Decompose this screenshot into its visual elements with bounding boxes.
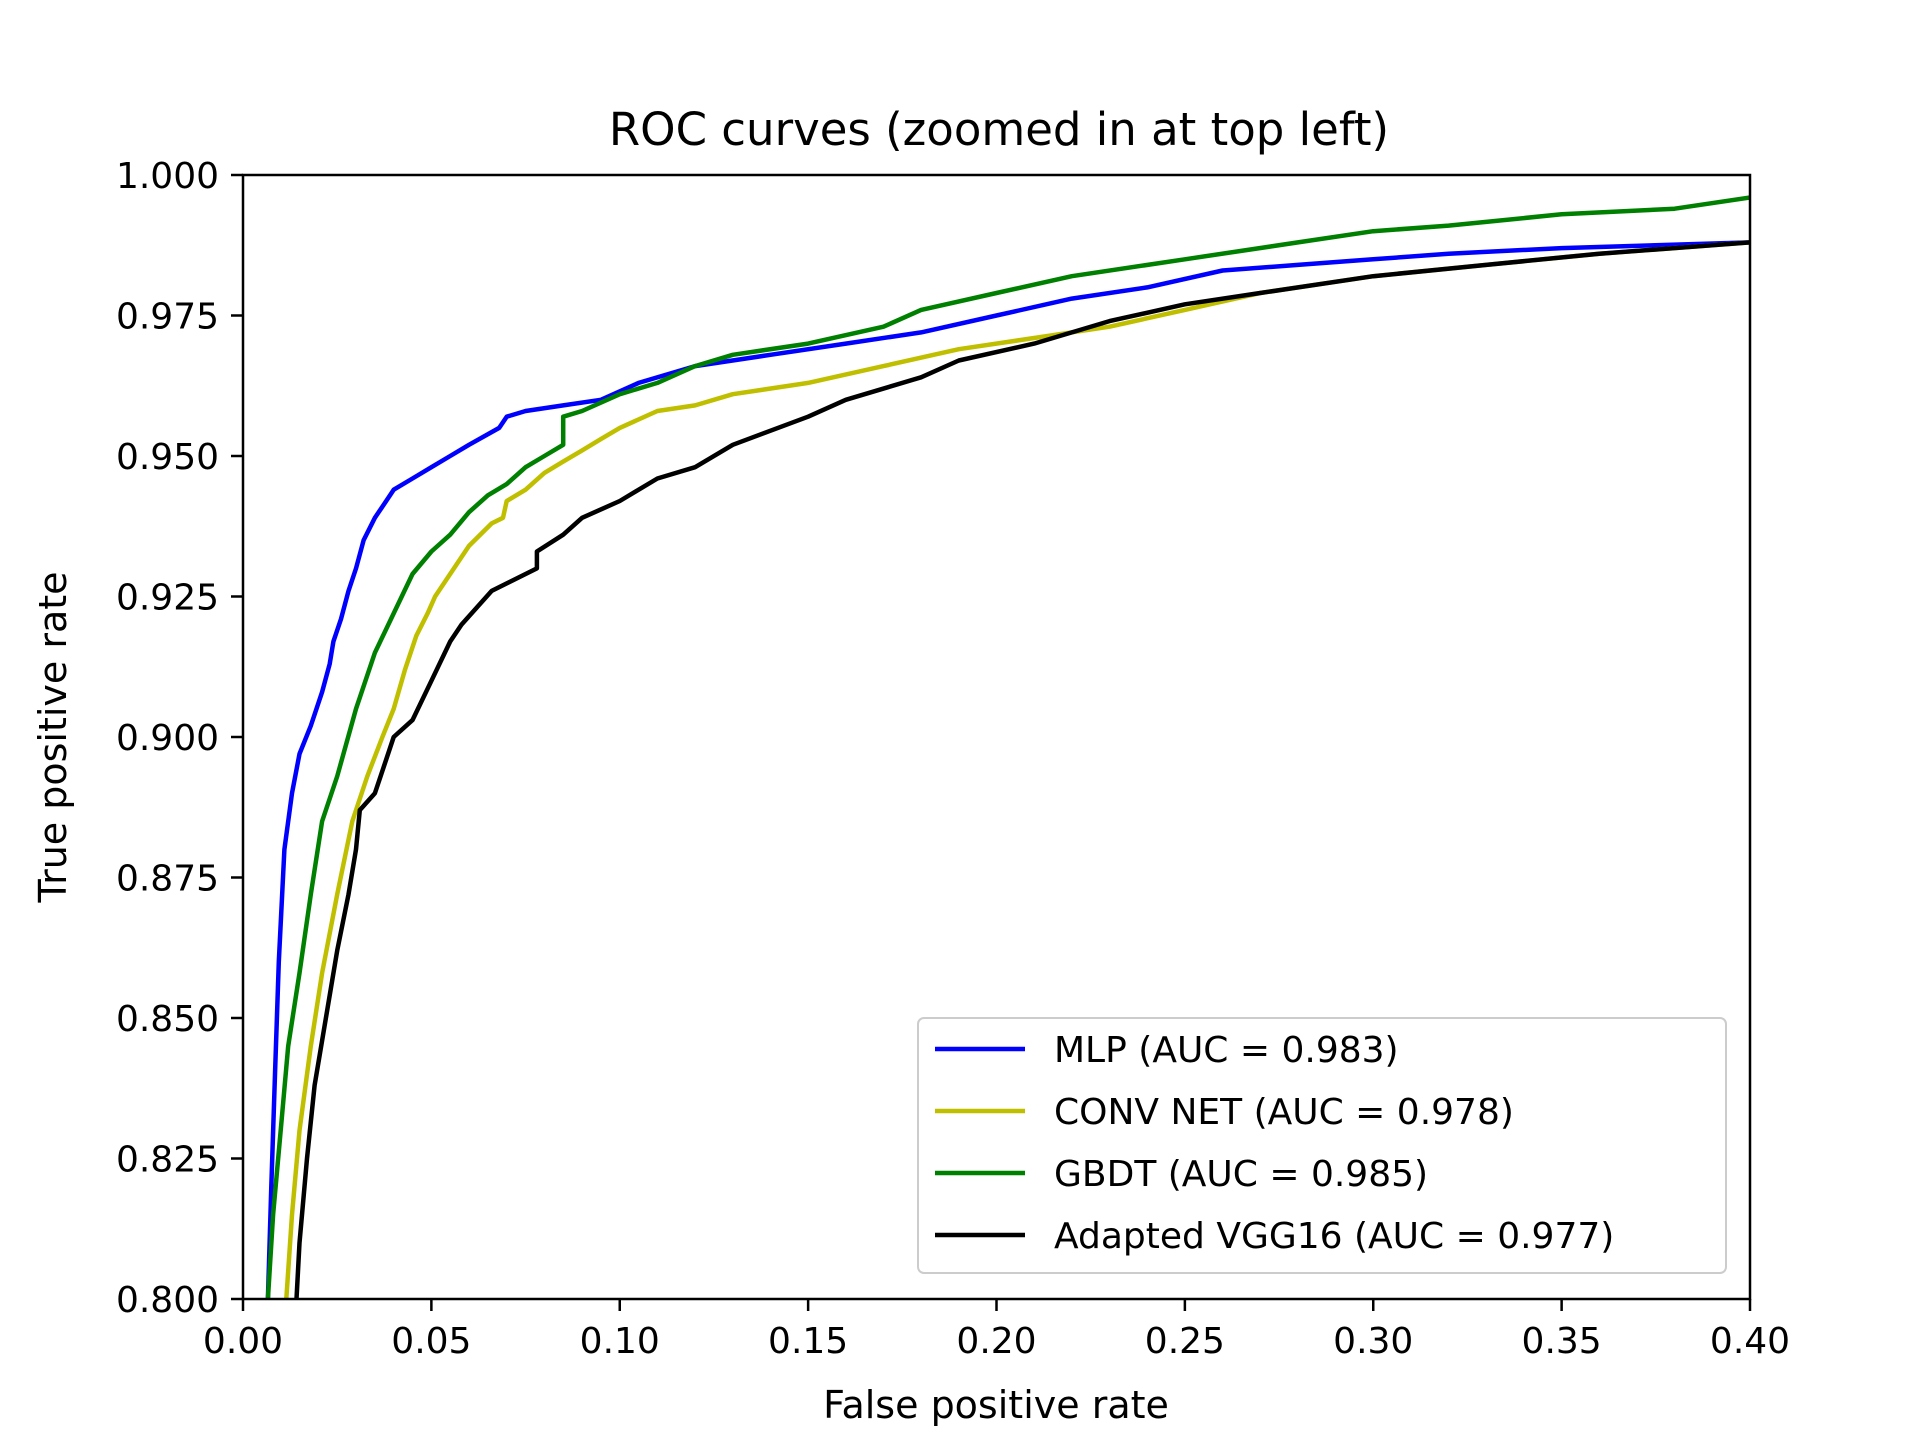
y-tick-label: 0.850 [116, 999, 219, 1040]
legend-box [917, 1017, 1727, 1274]
chart-title: ROC curves (zoomed in at top left) [609, 103, 1389, 156]
y-axis-label: True positive rate [31, 571, 75, 903]
x-axis-label: False positive rate [823, 1383, 1169, 1427]
legend-label: CONV NET (AUC = 0.978) [1054, 1092, 1514, 1133]
legend: MLP (AUC = 0.983) CONV NET (AUC = 0.978) G… [917, 1017, 1727, 1274]
y-tick-label: 0.950 [116, 437, 219, 478]
x-tick-label: 0.35 [1522, 1321, 1602, 1362]
x-tick-label: 0.30 [1333, 1321, 1413, 1362]
y-tick-label: 0.875 [116, 859, 219, 900]
y-tick-label: 0.825 [116, 1140, 219, 1181]
x-tick-label: 0.25 [1145, 1321, 1225, 1362]
y-tick-label: 0.925 [116, 578, 219, 619]
y-tick-label: 0.975 [116, 297, 219, 338]
y-tick-label: 0.900 [116, 718, 219, 759]
y-axis: 0.800 0.825 0.850 0.875 0.900 0.925 0.950 0.975… [116, 156, 243, 1321]
series-line-3 [265, 195, 1750, 1299]
series-line-4 [294, 240, 1750, 1299]
x-tick-label: 0.20 [956, 1321, 1036, 1362]
x-tick-label: 0.05 [391, 1321, 471, 1362]
x-tick-label: 0.10 [580, 1321, 660, 1362]
x-axis: 0.00 0.05 0.10 0.15 0.20 0.25 0.30 0.35 0.40 [203, 1299, 1790, 1362]
y-tick-label: 1.000 [116, 156, 219, 197]
legend-label: MLP (AUC = 0.983) [1054, 1030, 1399, 1071]
legend-label: Adapted VGG16 (AUC = 0.977) [1054, 1216, 1614, 1257]
y-tick-label: 0.800 [116, 1280, 219, 1321]
series-line-1 [265, 240, 1750, 1299]
x-tick-label: 0.00 [203, 1321, 283, 1362]
legend-label: GBDT (AUC = 0.985) [1054, 1154, 1428, 1195]
x-tick-label: 0.40 [1710, 1321, 1790, 1362]
series-layer [265, 195, 1750, 1299]
x-tick-label: 0.15 [768, 1321, 848, 1362]
